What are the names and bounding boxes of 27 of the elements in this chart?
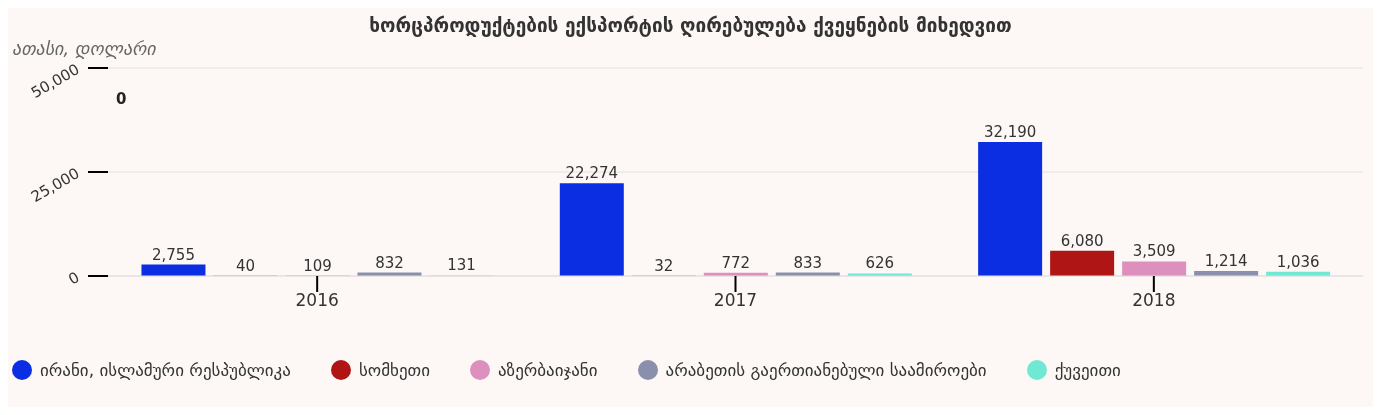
legend-label: ირანი, ისლამური რესპუბლიკა: [40, 360, 291, 380]
data-label: 6,080: [1060, 231, 1104, 250]
chart-title: ხორცპროდუქტების ექსპორტის ღირებულება ქვეყნების მიხედვით: [368, 14, 1013, 36]
annotation: 0: [116, 90, 127, 108]
data-label: 832: [375, 253, 404, 272]
data-label: 2,755: [151, 245, 195, 264]
legend-label: არაბეთის გაერთიანებული საამიროები: [665, 360, 987, 380]
x-tick-label: 2018: [1132, 290, 1176, 311]
data-label: 22,274: [565, 164, 619, 183]
data-label: 131: [447, 256, 476, 275]
data-label: 1,214: [1204, 251, 1248, 270]
x-tick-label: 2016: [295, 290, 339, 311]
data-label: 109: [303, 256, 332, 275]
data-label: 1,036: [1276, 252, 1320, 271]
legend-label: სომხეთი: [358, 360, 430, 380]
y-tick-label: 0: [65, 268, 83, 289]
data-label: 40: [235, 256, 256, 275]
data-label: 626: [865, 254, 895, 273]
legend-label: ქუვეითი: [1054, 360, 1121, 380]
data-label: 3,509: [1132, 242, 1176, 261]
data-label: 833: [793, 253, 823, 272]
data-label: 32: [654, 256, 674, 275]
y-axis-title: ათასი, დოლარი: [12, 38, 156, 59]
data-label: 772: [721, 253, 751, 272]
data-label: 32,190: [983, 123, 1037, 142]
x-tick-label: 2017: [713, 290, 758, 311]
legend-label: აზერბაიჯანი: [497, 360, 598, 380]
